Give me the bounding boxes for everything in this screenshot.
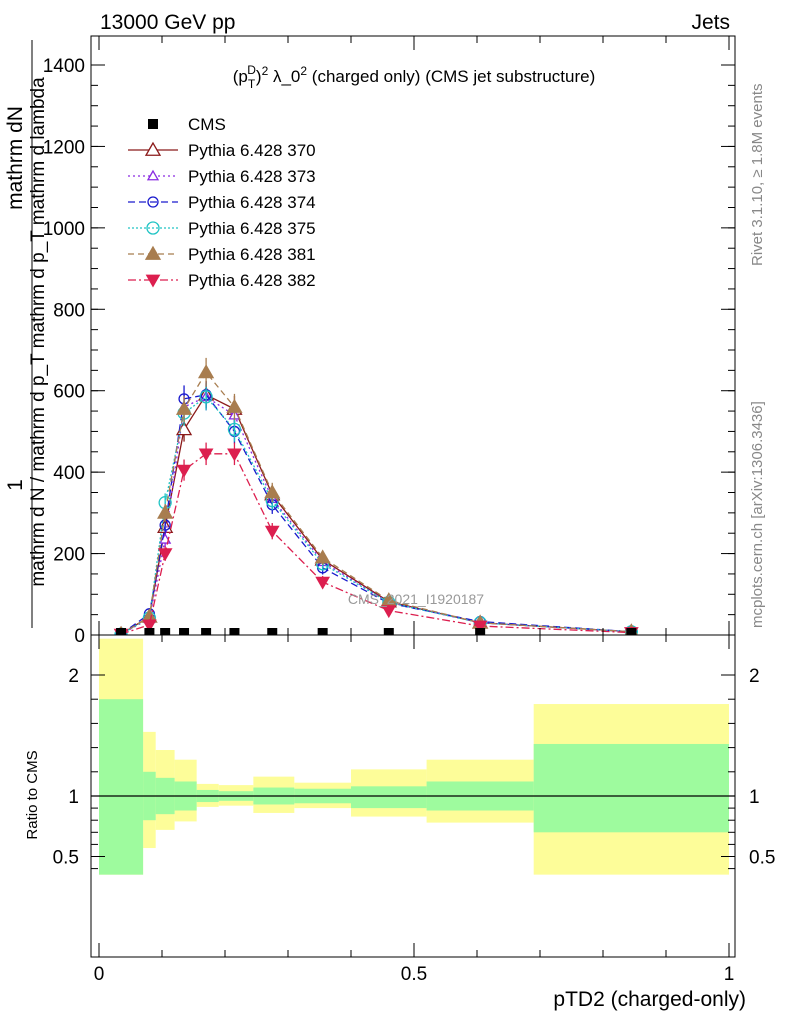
legend-label: Pythia 6.428 373 [188,167,316,186]
cms-data-point [116,628,127,635]
data-point [175,400,193,415]
data-point [197,364,215,379]
legend-label: Pythia 6.428 375 [188,219,316,238]
legend-label: CMS [188,115,226,134]
data-point [472,620,488,634]
series-line [120,453,632,635]
ratio-y-tick-label: 0.5 [53,848,79,869]
title-sup-2a: 2 [262,64,269,78]
legend-marker [144,245,162,260]
title-sup-2b: 2 [300,64,307,78]
ratio-band-inner [99,699,144,875]
legend-item: Pythia 6.428 381 [128,245,316,264]
legend-label: Pythia 6.428 382 [188,271,316,290]
data-point [314,549,331,564]
plot-title: (pTD)2 λ_02 (charged only) (CMS jet subs… [233,63,595,91]
legend-marker [144,141,162,156]
legend-label: Pythia 6.428 370 [188,141,316,160]
ratio-y-tick-label-right: 1 [749,787,760,808]
legend-item: Pythia 6.428 375 [128,219,316,238]
legend-item: Pythia 6.428 373 [128,167,316,186]
data-point [227,422,242,437]
data-point [157,548,173,562]
title-part-2: ) [256,67,262,86]
cms-data-point [626,628,637,635]
data-point [264,484,281,499]
cms-data-point [317,628,328,635]
data-point [227,448,242,462]
data-point [381,605,397,619]
ratio-y-tick-label: 2 [68,666,79,687]
process-label: Jets [691,11,730,34]
data-point [315,576,331,590]
y-axis-label-top: 1 [4,479,27,491]
title-part-4: (charged only) (CMS jet substructure) [307,67,595,86]
energy-label: 13000 GeV pp [100,11,235,34]
ratio-band-inner [351,786,427,809]
main-plot-panel: 0 200 400 600 800 1000 1200 1400 [43,35,736,957]
legend-item: Pythia 6.428 382 [128,271,316,290]
cms-data-point [160,628,171,635]
y-tick-label: 800 [53,300,85,321]
x-axis-label: pTD2 (charged-only) [553,988,746,1011]
series-line [120,395,632,635]
legend-item: Pythia 6.428 370 [128,141,316,160]
y-tick-label: 0 [74,626,85,647]
legend-marker [145,274,161,288]
legend-marker [146,169,160,181]
y-axis-label: 1 mathrm dN mathrm d N / mathrm d p_T ma… [4,40,49,628]
legend: CMS Pythia 6.428 370 Pythia 6.428 373 Pythi… [128,115,316,290]
mcplots-label: mcplots.cern.ch [arXiv:1306.3436] [749,401,766,628]
ratio-band-inner [533,743,729,833]
cms-data-point [267,628,278,635]
series-pythia-6-428-382 [113,442,639,635]
y-tick-label: 1200 [43,137,85,158]
analysis-watermark: CMS_2021_I1920187 [348,591,484,607]
data-point [157,504,174,519]
cms-data-point [179,628,190,635]
ratio-plot-panel: 0.5 0.5 1 1 2 2 [53,634,775,958]
ratio-y-tick-label-right: 0.5 [749,848,775,869]
y-tick-label: 600 [53,382,85,403]
cms-data-point [229,628,240,635]
title-part-3: λ_0 [268,67,300,86]
rivet-version-label: Rivet 3.1.10, ≥ 1.8M events [749,84,766,267]
legend-item: Pythia 6.428 374 [128,193,316,212]
data-point [264,525,280,539]
data-point [199,390,213,404]
data-point [142,619,157,633]
y-tick-label: 200 [53,545,85,566]
x-tick-label: 1 [724,964,735,985]
cms-data-point [201,628,212,635]
title-sup-D: D [247,63,256,77]
y-axis-label-numerator: mathrm dN [4,106,27,210]
legend-item: CMS [148,115,226,134]
legend-marker [148,119,158,129]
cms-data-point [475,628,486,635]
data-point [176,464,192,478]
series-cms [116,628,637,635]
cms-data-point [144,628,155,635]
ratio-y-tick-label: 1 [68,787,79,808]
legend-marker [147,196,159,208]
title-part-1: (p [233,67,248,86]
y-tick-label: 400 [53,463,85,484]
legend-marker [146,221,160,235]
data-point [198,448,214,462]
x-tick-label: 0.5 [401,964,427,985]
y-tick-label: 1000 [43,219,85,240]
cms-data-point [383,628,394,635]
ratio-y-tick-label-right: 2 [749,666,760,687]
data-point [226,398,243,413]
legend-label: Pythia 6.428 381 [188,245,316,264]
y-axis-label-denominator: mathrm d N / mathrm d p_T mathrm d p_T m… [28,77,49,587]
title-sub-T: T [248,77,256,91]
legend-label: Pythia 6.428 374 [188,193,316,212]
ratio-y-axis-label: Ratio to CMS [24,750,41,839]
y-tick-label: 1400 [43,56,85,77]
x-tick-label: 0 [94,964,105,985]
